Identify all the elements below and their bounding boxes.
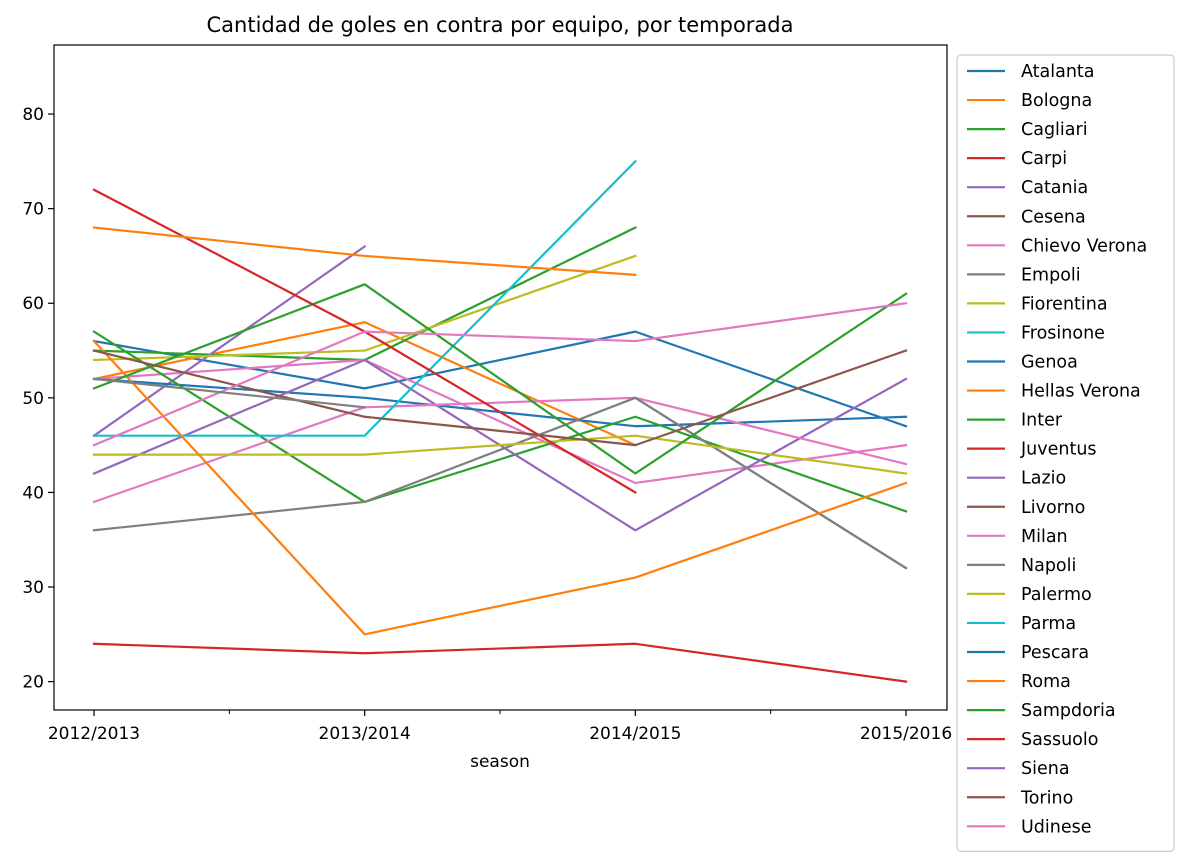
legend-label-milan: Milan [1021,527,1068,547]
series-line-udinese [92,302,908,447]
legend-label-siena: Siena [1021,759,1070,779]
x-tick-label: 2012/2013 [48,724,140,744]
legend-label-frosinone: Frosinone [1021,323,1105,343]
legend-label-lazio: Lazio [1021,469,1066,489]
legend-label-roma: Roma [1021,672,1071,692]
legend-box [956,54,1175,852]
y-tick-label: 50 [22,389,44,409]
y-tick-label: 80 [22,105,44,125]
legend-label-cesena: Cesena [1021,207,1086,227]
y-tick-label: 40 [22,483,44,503]
chart-title: Cantidad de goles en contra por equipo, … [207,13,794,37]
series-line-sampdoria [92,283,908,475]
legend-label-cagliari: Cagliari [1021,120,1088,140]
x-tick-label: 2015/2016 [860,724,952,744]
legend-label-juventus: Juventus [1020,440,1097,460]
legend-label-sassuolo: Sassuolo [1021,730,1098,750]
legend-label-chievo-verona: Chievo Verona [1021,236,1147,256]
y-axis: 20 30 40 50 60 70 80 [22,105,54,693]
legend-label-empoli: Empoli [1021,265,1081,285]
legend-label-fiorentina: Fiorentina [1021,294,1108,314]
legend-label-livorno: Livorno [1021,498,1085,518]
series-line-extra-1 [92,377,366,409]
legend-label-inter: Inter [1021,411,1063,431]
legend-label-carpi: Carpi [1021,149,1067,169]
legend-label-pescara: Pescara [1021,643,1089,663]
legend-label-catania: Catania [1021,178,1088,198]
x-tick-label: 2014/2015 [589,724,681,744]
plot-marks [92,159,908,683]
legend-label-hellas-verona: Hellas Verona [1021,382,1141,402]
x-axis: 2012/2013 2013/2014 2014/2015 2015/2016 [48,710,952,744]
series-line-atalanta [92,330,908,428]
legend-label-bologna: Bologna [1021,91,1092,111]
series-line-extra-0 [92,226,637,277]
legend: Atalanta Bologna Cagliari Carpi Catania Cesen… [956,54,1175,852]
series-line-roma [92,339,908,636]
x-tick-label: 2013/2014 [319,724,411,744]
legend-label-atalanta: Atalanta [1021,62,1095,82]
x-axis-label: season [470,752,530,772]
legend-label-napoli: Napoli [1021,556,1076,576]
series-line-torino [92,349,908,447]
legend-label-udinese: Udinese [1021,817,1092,837]
series-line-fiorentina [92,254,637,362]
series-line-palermo [92,434,908,475]
legend-label-genoa: Genoa [1021,353,1078,373]
series-line-bologna [92,321,637,447]
y-tick-label: 70 [22,200,44,220]
y-tick-label: 20 [22,673,44,693]
legend-label-sampdoria: Sampdoria [1021,701,1116,721]
series-line-catania [92,244,367,438]
y-tick-label: 30 [22,578,44,598]
series-line-parma [92,159,637,437]
y-tick-label: 60 [22,294,44,314]
plot-frame [53,44,948,711]
legend-label-parma: Parma [1021,614,1076,634]
series-line-napoli [92,396,908,570]
series-line-juventus [92,642,908,683]
legend-label-palermo: Palermo [1021,585,1092,605]
legend-label-torino: Torino [1020,788,1073,808]
